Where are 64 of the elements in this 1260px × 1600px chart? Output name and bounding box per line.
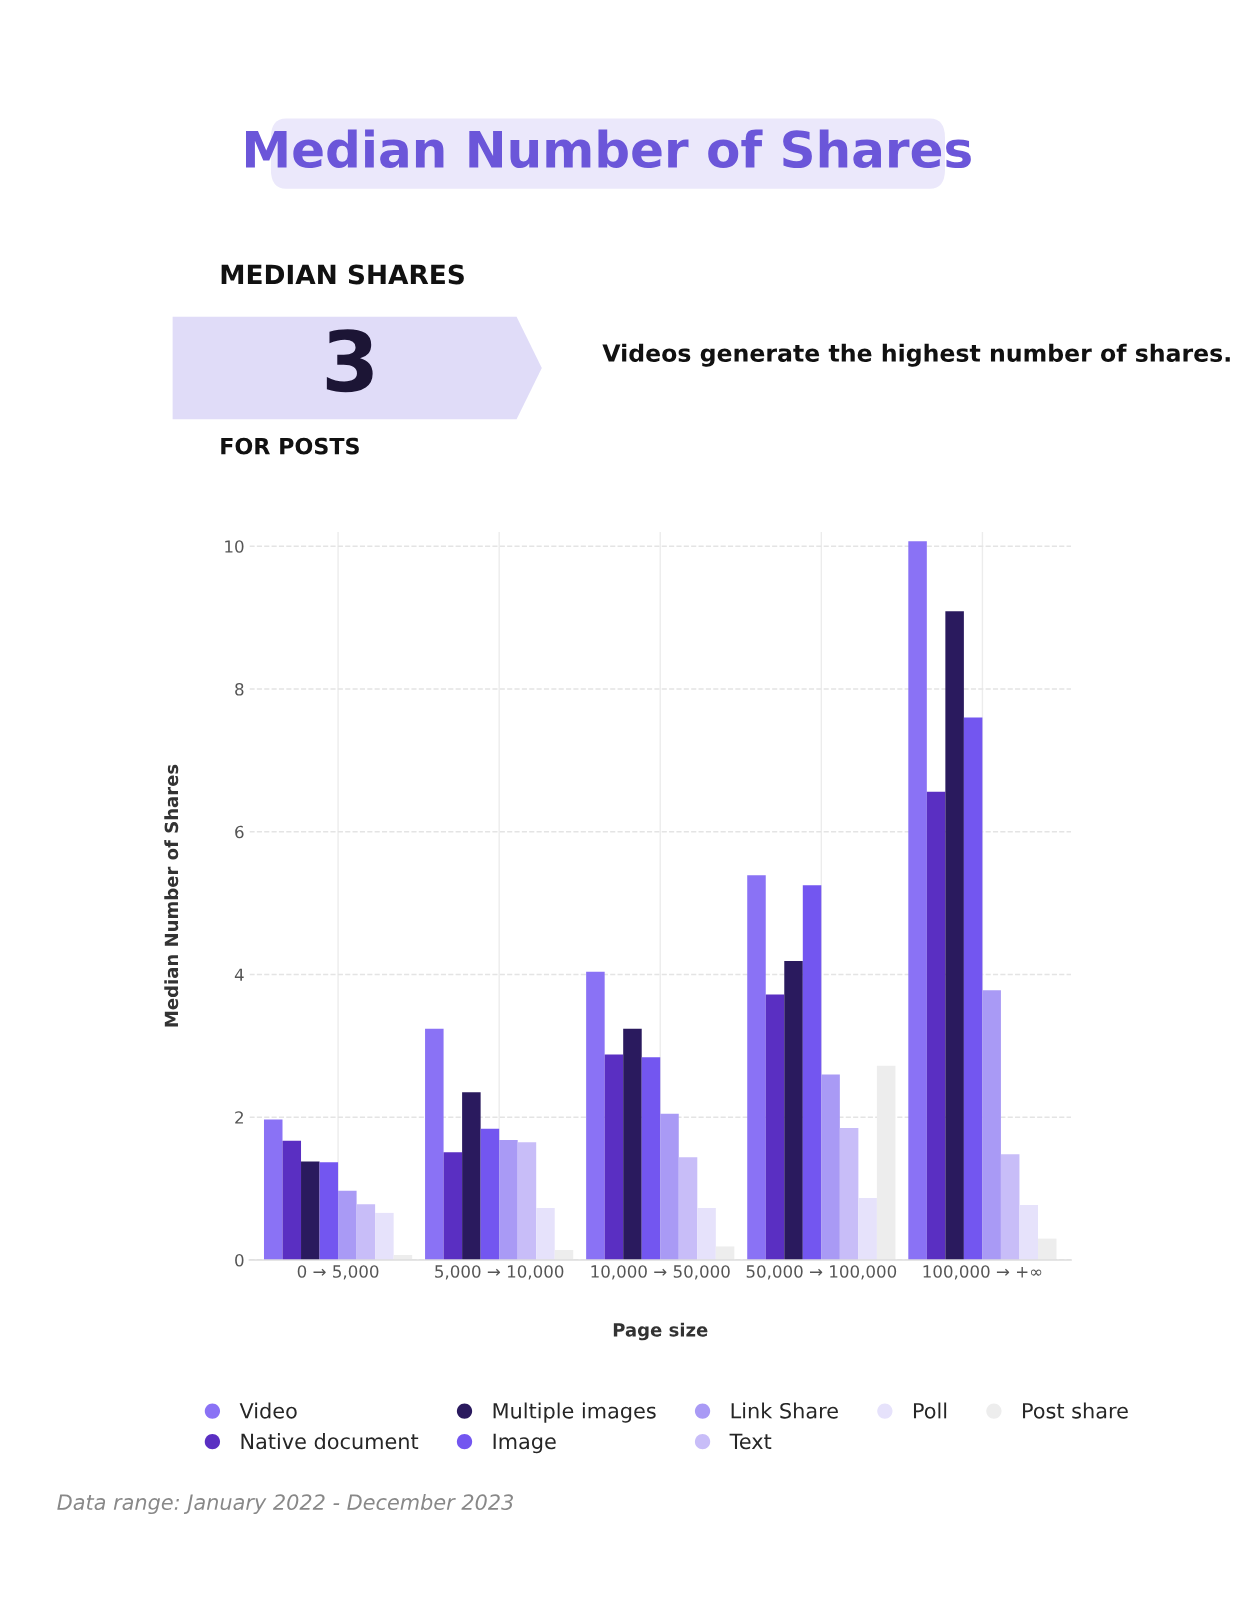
bar: [660, 1113, 679, 1260]
bar: [926, 791, 946, 1260]
bar: [425, 1028, 444, 1260]
x-tick-label: 50,000 → 100,000: [746, 1265, 897, 1280]
bar: [338, 1190, 357, 1260]
x-axis-title: Page size: [613, 1322, 708, 1341]
bar: [263, 1119, 283, 1260]
y-axis-title: Median Number of Shares: [164, 764, 179, 1027]
x-tick-label: 0 → 5,000: [297, 1265, 379, 1280]
bar: [641, 1057, 661, 1260]
legend-label: Link Share: [731, 1402, 838, 1419]
bar: [586, 971, 605, 1260]
y-tick-label: 10: [225, 540, 244, 553]
bar: [499, 1140, 518, 1260]
legend-label: Image: [493, 1433, 556, 1454]
bar: [480, 1128, 500, 1260]
y-tick-label: 8: [235, 682, 244, 696]
bar: [462, 1092, 481, 1260]
bar: [821, 1074, 840, 1260]
text: Videos generate the highest number of shares.: [602, 343, 1230, 367]
bar: [517, 1142, 537, 1260]
y-tick-label: 2: [235, 1111, 243, 1124]
bar: [319, 1162, 339, 1260]
bar: [443, 1152, 463, 1260]
bar: [678, 1157, 698, 1260]
bar: [784, 960, 803, 1260]
bar: [945, 611, 964, 1260]
bar: [356, 1204, 376, 1260]
chart-title: Median Number of Shares: [246, 129, 971, 169]
y-tick-label: 0: [235, 1253, 244, 1267]
bar: [1000, 1154, 1020, 1260]
bar: [908, 541, 927, 1260]
legend-label: Video: [239, 1402, 297, 1419]
text: Data range: January 2022 - December 2023: [57, 1493, 513, 1515]
bar: [301, 1161, 320, 1260]
bar: [282, 1140, 302, 1260]
legend-label: Multiple images: [493, 1402, 656, 1423]
bar: [802, 885, 822, 1260]
bar: [858, 1197, 877, 1260]
bar: [604, 1054, 624, 1260]
bar: [623, 1028, 642, 1260]
legend-label: Text: [729, 1433, 772, 1450]
bar: [765, 994, 785, 1260]
bar: [747, 875, 766, 1260]
bar: [697, 1207, 716, 1260]
bar: [839, 1127, 859, 1260]
bar: [536, 1207, 555, 1260]
y-tick-label: 4: [234, 968, 244, 981]
bar: [1037, 1238, 1057, 1260]
text: FOR POSTS: [221, 437, 359, 455]
x-tick-label: 5,000 → 10,000: [435, 1265, 564, 1280]
y-tick-label: 6: [235, 825, 244, 839]
text: 3: [326, 329, 373, 393]
bar: [963, 717, 983, 1260]
legend-label: Native document: [241, 1433, 419, 1450]
bar: [375, 1212, 394, 1260]
bar: [982, 990, 1001, 1260]
x-tick-label: 100,000 → +∞: [923, 1265, 1042, 1280]
bar: [1019, 1205, 1038, 1260]
text: MEDIAN SHARES: [221, 264, 464, 285]
x-tick-label: 10,000 → 50,000: [591, 1265, 730, 1280]
legend-label: Poll: [913, 1402, 947, 1419]
bar: [715, 1246, 735, 1260]
legend-label: Post share: [1023, 1402, 1128, 1419]
